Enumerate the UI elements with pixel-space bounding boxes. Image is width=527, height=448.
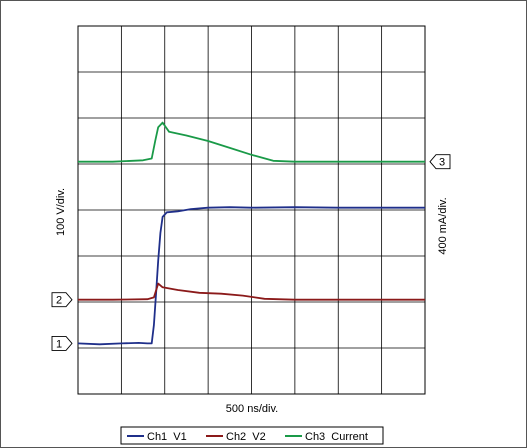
series-line-ch2 [78,282,425,301]
grid [78,26,425,394]
y-axis-right-label: 400 mA/div. [437,197,449,254]
marker-label: 3 [439,157,445,169]
legend-label-ch3: Ch3 Current [305,431,368,443]
series-line-ch1 [77,206,425,346]
x-axis-label: 500 ns/div. [226,403,278,415]
plot-area: 1 2 3 [51,25,451,395]
y-axis-left-label: 100 V/div. [55,188,67,236]
marker-label: 1 [56,338,62,350]
channel-marker-2: 2 [51,292,73,308]
marker-label: 2 [56,295,62,307]
marker-shape [51,335,73,351]
marker-shape [51,292,73,308]
marker-shape [429,154,451,170]
channel-marker-3: 3 [429,154,451,170]
legend-label-ch2: Ch2 V2 [226,431,266,443]
channel-marker-1: 1 [51,335,73,351]
legend: Ch1 V1 Ch2 V2 Ch3 Current [120,426,384,445]
series-line-ch3 [78,121,425,163]
legend-label-ch1: Ch1 V1 [147,431,187,443]
channel-markers: 1 2 3 [51,154,451,351]
traces [77,121,425,346]
legend-box [120,426,384,445]
